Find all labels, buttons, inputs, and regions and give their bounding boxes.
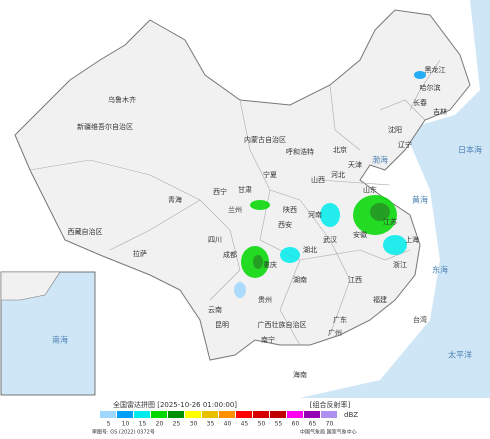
region-label: 安徽	[353, 230, 367, 239]
region-label: 广西壮族自治区	[258, 320, 307, 329]
region-label: 黑龙江	[425, 65, 446, 74]
city-label: 拉萨	[133, 249, 147, 258]
legend-value: 35	[207, 421, 215, 428]
region-label: 海南	[293, 370, 307, 379]
legend-value: 5	[107, 421, 111, 428]
legend-swatch	[270, 411, 286, 418]
region-label: 湖北	[303, 245, 317, 254]
city-label: 上海	[405, 235, 419, 244]
legend-swatch	[100, 411, 116, 418]
region-label: 福建	[373, 295, 387, 304]
legend-value: 45	[241, 421, 249, 428]
legend-panel	[0, 398, 490, 439]
legend-value: 65	[309, 421, 317, 428]
legend-title: 全国雷达拼图 [2025-10-26 01:00:00]	[113, 400, 237, 409]
legend-swatch	[236, 411, 252, 418]
region-label: 江西	[348, 276, 362, 284]
region-label: 湖南	[293, 275, 307, 284]
region-label: 甘肃	[238, 185, 252, 194]
legend-value: 60	[292, 421, 300, 428]
legend-value: 40	[224, 421, 232, 428]
legend-value: 55	[275, 421, 283, 428]
region-label: 山东	[363, 185, 377, 194]
legend-swatch	[321, 411, 337, 418]
city-label: 昆明	[215, 321, 229, 329]
city-label: 成都	[223, 250, 237, 259]
legend-swatch	[304, 411, 320, 418]
legend-swatch	[117, 411, 133, 418]
region-label: 新疆维吾尔自治区	[77, 122, 133, 131]
legend-value: 10	[122, 421, 130, 428]
inset-land	[0, 271, 61, 301]
region-label: 西藏自治区	[68, 227, 103, 236]
city-label: 南宁	[261, 335, 275, 344]
region-label: 贵州	[258, 295, 272, 304]
sea	[300, 0, 490, 398]
region-label: 江苏	[383, 217, 397, 226]
city-label: 沈阳	[388, 125, 402, 134]
region-label: 吉林	[433, 107, 447, 116]
legend-swatch	[134, 411, 150, 418]
china-outline	[14, 9, 471, 361]
region-label: 山西	[311, 175, 325, 184]
city-label: 兰州	[228, 205, 242, 214]
region-label: 广东	[333, 315, 347, 324]
legend-value: 50	[258, 421, 266, 428]
legend-value: 15	[139, 421, 147, 428]
city-label: 天津	[348, 161, 362, 169]
legend-value: 70	[326, 421, 334, 428]
region-label: 陕西	[283, 205, 297, 214]
region-label: 河北	[331, 171, 345, 179]
city-label: 北京	[333, 145, 347, 154]
region-label: 河南	[308, 210, 322, 219]
city-label: 长春	[413, 98, 427, 107]
city-label: 哈尔滨	[420, 83, 441, 92]
city-label: 武汉	[323, 235, 337, 244]
region-label: 四川	[208, 236, 222, 244]
legend-value: 20	[156, 421, 164, 428]
region-label: 内蒙古自治区	[244, 135, 286, 144]
region-label: 重庆	[263, 260, 277, 269]
region-label: 辽宁	[398, 140, 412, 149]
legend-swatch	[151, 411, 167, 418]
legend-swatch	[287, 411, 303, 418]
city-label: 呼和浩特	[286, 147, 314, 156]
city-label: 西安	[278, 220, 292, 229]
legend-swatch	[219, 411, 235, 418]
legend-swatch	[185, 411, 201, 418]
approval-number: 审图号: GS (2022) 0372号	[92, 429, 155, 436]
agency: 中国气象局 国家气象中心	[300, 429, 357, 436]
region-label: 浙江	[393, 260, 407, 269]
legend-product: [组合反射率]	[310, 400, 351, 409]
legend-unit: dBZ	[344, 411, 358, 419]
sea-label: 南海	[52, 335, 68, 345]
region-label: 台湾	[413, 315, 427, 324]
city-label: 西宁	[213, 187, 227, 196]
legend-swatch	[168, 411, 184, 418]
province-borders	[29, 59, 441, 346]
radar-echoes	[22, 71, 426, 317]
legend-swatch	[253, 411, 269, 418]
legend-value: 30	[190, 421, 198, 428]
region-label: 青海	[168, 195, 182, 204]
city-label: 广州	[328, 328, 342, 337]
legend-value: 25	[173, 421, 181, 428]
sea-label: 渤海	[372, 155, 388, 165]
sea-label: 东海	[432, 265, 448, 275]
sea-label: 日本海	[458, 145, 482, 155]
legend-swatch	[202, 411, 218, 418]
region-label: 云南	[208, 305, 222, 314]
city-label: 乌鲁木齐	[108, 95, 136, 104]
sea-label: 黄海	[412, 195, 428, 205]
sea-label: 太平洋	[448, 350, 472, 360]
region-label: 宁夏	[263, 170, 277, 179]
legend: 5 10 15 20 25 30 35 40 45 50 55 60 65 70 dBZ	[100, 411, 358, 428]
